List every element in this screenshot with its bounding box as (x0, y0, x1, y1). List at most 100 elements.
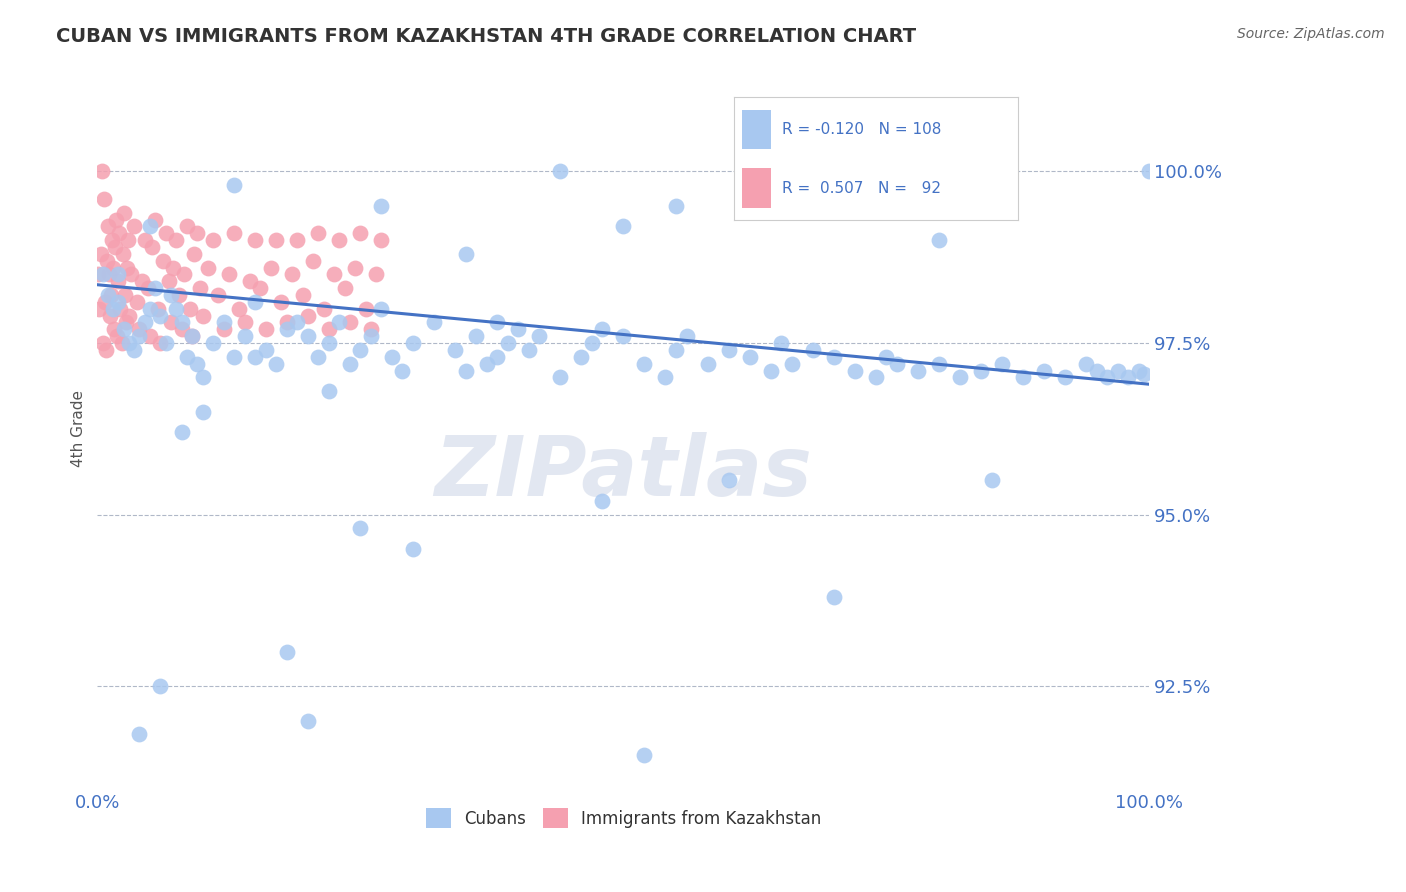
Point (108, 226, 131, 240)
Point (328, 316, 350, 330)
Point (318, 336, 340, 351)
Point (270, 294, 292, 309)
Point (402, 541, 425, 556)
Point (1085, 363, 1108, 377)
Point (212, 322, 235, 336)
Point (107, 268, 129, 282)
Point (907, 363, 929, 377)
Point (97, 288, 120, 302)
Point (243, 350, 266, 364)
Point (162, 260, 184, 275)
Point (486, 316, 509, 330)
Point (675, 329, 697, 343)
Point (118, 309, 141, 323)
Point (134, 233, 156, 247)
Point (370, 301, 392, 316)
Point (612, 219, 634, 234)
Point (402, 336, 425, 351)
Point (89, 301, 111, 316)
Point (302, 253, 325, 268)
Point (87, 268, 110, 282)
Point (155, 336, 177, 351)
Point (254, 322, 277, 336)
Point (228, 301, 250, 316)
Point (149, 309, 172, 323)
Point (239, 274, 262, 288)
Point (128, 727, 150, 741)
Point (823, 590, 845, 604)
Point (770, 336, 793, 351)
Point (886, 357, 908, 371)
Point (94, 343, 117, 357)
Point (297, 714, 319, 728)
Point (114, 316, 136, 330)
Point (759, 363, 782, 377)
Point (1012, 370, 1035, 384)
Point (328, 233, 350, 247)
Point (1033, 363, 1056, 377)
Y-axis label: 4th Grade: 4th Grade (72, 391, 86, 467)
Point (96, 253, 118, 268)
Point (569, 350, 592, 364)
Point (155, 226, 177, 240)
Point (454, 363, 477, 377)
Point (139, 329, 162, 343)
Point (264, 357, 287, 371)
Point (105, 329, 128, 343)
Point (307, 226, 329, 240)
Point (349, 226, 371, 240)
Point (1107, 363, 1129, 377)
Point (122, 343, 145, 357)
Point (218, 268, 240, 282)
Point (98, 309, 121, 323)
Point (105, 212, 128, 227)
Point (281, 268, 304, 282)
Point (465, 329, 488, 343)
Point (115, 260, 138, 275)
Point (207, 288, 229, 302)
Point (312, 301, 335, 316)
Point (654, 370, 676, 384)
Point (143, 212, 166, 227)
Point (1118, 370, 1140, 384)
Point (190, 281, 212, 295)
Point (865, 370, 887, 384)
Point (366, 268, 388, 282)
Point (928, 357, 950, 371)
Point (844, 363, 866, 377)
Point (89, 247, 111, 261)
Point (107, 274, 129, 288)
Point (360, 322, 382, 336)
Point (260, 260, 283, 275)
Point (991, 357, 1014, 371)
Point (548, 164, 571, 178)
Point (717, 343, 740, 357)
Point (665, 199, 688, 213)
Point (170, 316, 193, 330)
Point (370, 199, 392, 213)
Point (202, 233, 225, 247)
Point (157, 274, 180, 288)
Point (103, 322, 125, 336)
Point (128, 329, 150, 343)
Point (444, 343, 467, 357)
Point (1133, 367, 1156, 381)
Point (101, 260, 124, 275)
Point (548, 370, 571, 384)
Point (285, 316, 308, 330)
Point (307, 350, 329, 364)
Point (181, 329, 204, 343)
Point (170, 322, 193, 336)
Point (160, 316, 183, 330)
Point (117, 233, 139, 247)
Point (339, 357, 361, 371)
Point (696, 357, 718, 371)
Point (297, 329, 319, 343)
Point (633, 747, 655, 762)
Point (186, 226, 208, 240)
Point (224, 178, 246, 193)
Point (243, 294, 266, 309)
Point (1139, 164, 1161, 178)
Point (276, 316, 298, 330)
Point (143, 281, 166, 295)
